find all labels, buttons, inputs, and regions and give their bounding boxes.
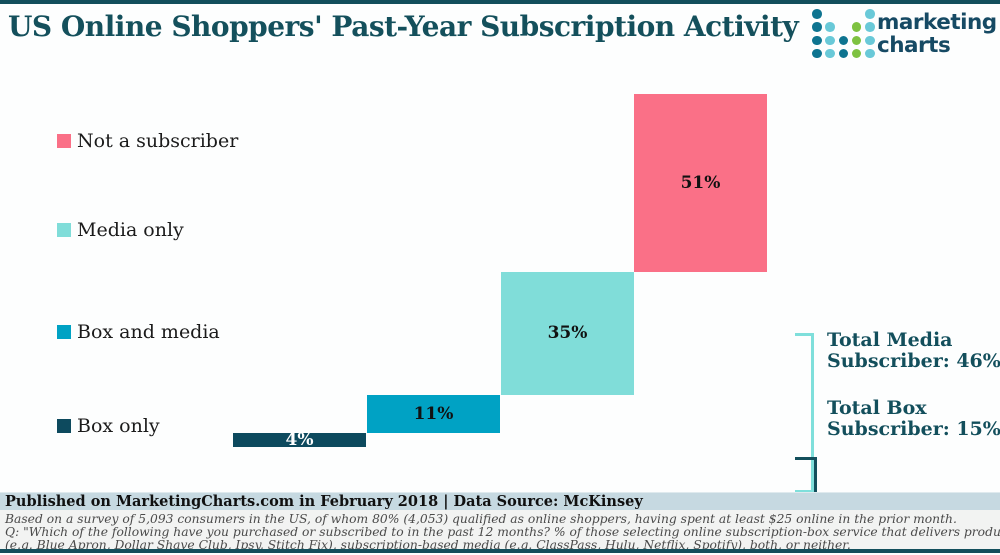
- logo-dot-icon: [825, 48, 835, 59]
- marketingcharts-logo: marketing charts: [812, 8, 997, 64]
- bar-segment: 35%: [501, 272, 634, 395]
- logo-dot-icon: [865, 35, 875, 46]
- legend-label: Not a subscriber: [77, 130, 239, 152]
- logo-dot-icon: [825, 35, 835, 46]
- bar-value-label: 51%: [680, 172, 721, 193]
- published-text: Published on MarketingCharts.com in Febr…: [5, 493, 643, 510]
- logo-dot-icon: [812, 9, 822, 19]
- legend-swatch: [57, 325, 71, 339]
- logo-dot-icon: [865, 22, 875, 32]
- legend-label: Media only: [77, 219, 184, 241]
- logo-wordmark: marketing charts: [877, 10, 997, 58]
- bar-segment: 4%: [233, 430, 366, 450]
- total-media-label: Total Media Subscriber: 46%: [827, 330, 1000, 372]
- legend-item: Media only: [57, 219, 184, 241]
- logo-dot-icon: [865, 9, 875, 19]
- logo-dot-icon: [851, 22, 862, 32]
- bar-value-label: 11%: [413, 403, 454, 424]
- footnotes: Based on a survey of 5,093 consumers in …: [0, 510, 1000, 552]
- legend-label: Box only: [77, 415, 160, 437]
- bar-value-label: 35%: [547, 323, 588, 344]
- logo-dot-icon: [825, 22, 835, 32]
- footnote-line: Based on a survey of 5,093 consumers in …: [5, 512, 957, 526]
- legend-swatch: [57, 223, 71, 237]
- legend-item: Box and media: [57, 321, 220, 343]
- total-media-line2: Subscriber: 46%: [827, 350, 1000, 372]
- legend-item: Box only: [57, 415, 160, 437]
- logo-text-charts: charts: [877, 32, 951, 58]
- bottom-border: [0, 549, 1000, 553]
- logo-dot-icon: [812, 48, 822, 59]
- legend-swatch: [57, 419, 71, 433]
- waterfall-chart: Not a subscriber Media only Box and media B…: [0, 64, 1000, 508]
- logo-dot-icon: [865, 48, 875, 59]
- bar-segment: 51%: [634, 93, 767, 272]
- logo-text-marketing: marketing: [877, 10, 997, 35]
- logo-dot-icon: [812, 35, 822, 46]
- top-border: [0, 0, 1000, 4]
- total-box-line1: Total Box: [827, 397, 927, 419]
- logo-dot-icon: [838, 48, 849, 59]
- logo-dots-icon: [812, 9, 876, 62]
- logo-dot-icon: [812, 22, 822, 32]
- legend-swatch: [57, 134, 71, 148]
- total-media-bracket: [795, 333, 814, 493]
- page-title: US Online Shoppers' Past-Year Subscripti…: [8, 10, 799, 43]
- footnote-line: Q: "Which of the following have you purc…: [5, 525, 1000, 539]
- total-box-label: Total Box Subscriber: 15%: [827, 398, 1000, 440]
- legend-item: Not a subscriber: [57, 130, 238, 152]
- footnote-line: (e.g. Blue Apron, Dollar Shave Club, Ips…: [5, 538, 851, 552]
- logo-dot-icon: [851, 35, 862, 46]
- total-box-line2: Subscriber: 15%: [827, 418, 1000, 440]
- logo-dot-icon: [851, 48, 862, 59]
- legend-label: Box and media: [77, 321, 220, 343]
- bar-value-label: 4%: [285, 430, 314, 450]
- total-media-line1: Total Media: [827, 329, 953, 351]
- published-band: Published on MarketingCharts.com in Febr…: [0, 492, 1000, 510]
- bar-segment: 11%: [367, 394, 500, 433]
- logo-dot-icon: [838, 35, 849, 46]
